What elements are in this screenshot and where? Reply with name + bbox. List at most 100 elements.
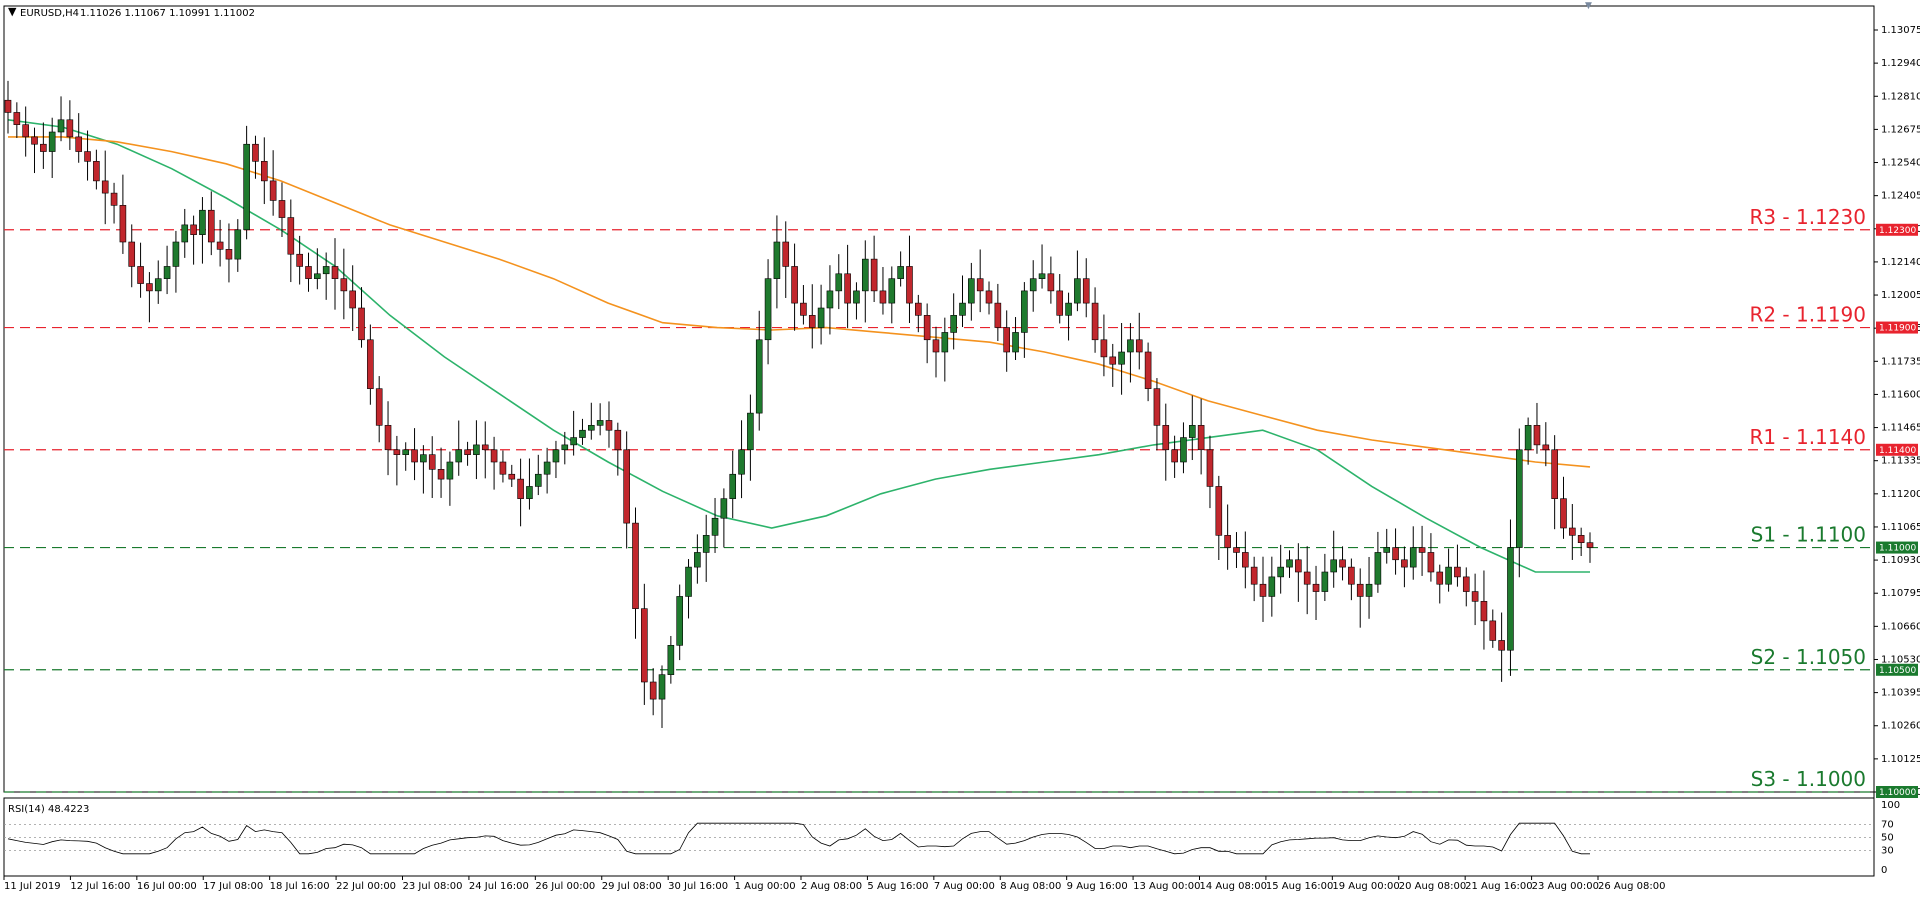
candle-body	[437, 469, 445, 480]
candle-body	[199, 209, 206, 235]
candle-body	[1374, 552, 1382, 585]
candle-body	[287, 217, 295, 255]
rsi-tick-label: 30	[1881, 846, 1894, 857]
candle-body	[1259, 583, 1267, 597]
level-price-tag-text: 1.10000	[1879, 788, 1916, 798]
candle-body	[128, 241, 136, 267]
candle-body	[561, 444, 569, 451]
price-tick-label: 1.12005	[1881, 290, 1920, 301]
candle-body	[331, 266, 339, 279]
candle-body	[526, 486, 533, 499]
time-tick-label: 9 Aug 16:00	[1067, 881, 1128, 892]
candle-body	[897, 266, 904, 279]
candle-body	[93, 161, 100, 182]
candle-body	[119, 205, 127, 243]
rsi-tick-label: 0	[1881, 865, 1887, 876]
time-tick-label: 26 Jul 00:00	[535, 881, 595, 892]
candle-body	[641, 608, 648, 683]
candle-body	[375, 388, 383, 426]
time-tick-label: 11 Jul 2019	[4, 881, 61, 892]
candle-body	[1144, 351, 1152, 389]
candle-body	[340, 278, 348, 292]
candle-body	[464, 449, 471, 455]
candle-body	[755, 339, 763, 414]
candle-body	[1409, 547, 1417, 568]
candle-body	[296, 253, 303, 267]
candle-body	[402, 449, 410, 455]
candle-body	[234, 229, 242, 260]
candle-body	[163, 266, 171, 279]
candle-body	[1029, 278, 1037, 292]
candle-body	[1542, 444, 1550, 451]
candle-body	[1153, 388, 1161, 426]
time-tick-label: 12 Jul 16:00	[70, 881, 130, 892]
time-axis-labels: 11 Jul 2019 12 Jul 16:00 16 Jul 00:00 17 Ju…	[3, 876, 1665, 892]
candle-body	[817, 307, 825, 328]
time-tick-label: 23 Aug 00:00	[1532, 881, 1599, 892]
time-tick-label: 26 Aug 08:00	[1598, 881, 1665, 892]
candle-body	[579, 429, 586, 438]
candle-body	[632, 522, 639, 609]
candle-body	[844, 273, 851, 304]
time-tick-label: 2 Aug 08:00	[801, 881, 862, 892]
price-tick-label: 1.12405	[1881, 191, 1920, 202]
time-tick-label: 24 Jul 16:00	[469, 881, 529, 892]
candle-body	[40, 143, 47, 152]
candle-body	[676, 596, 683, 646]
candle-body	[1250, 566, 1258, 585]
candle-body	[420, 454, 427, 463]
candle-body	[1339, 559, 1346, 568]
candle-body	[923, 315, 931, 341]
candle-body	[322, 266, 330, 275]
candle-body	[349, 290, 356, 309]
candle-body	[870, 258, 878, 292]
candle-body	[31, 136, 38, 145]
shift-marker-icon[interactable]: ▼	[1585, 1, 1592, 11]
candle-body	[1498, 640, 1505, 651]
candle-body	[1356, 583, 1364, 597]
candle-body	[667, 645, 675, 675]
candle-body	[22, 124, 29, 138]
candle-body	[1188, 425, 1196, 438]
candle-body	[1462, 576, 1470, 592]
candle-body	[446, 461, 454, 480]
moving-averages	[7, 119, 1591, 573]
price-tick-label: 1.11065	[1881, 522, 1920, 533]
candle-body	[490, 449, 498, 463]
candle-body	[66, 119, 74, 138]
candle-body	[534, 473, 542, 487]
candle-body	[384, 425, 392, 451]
candle-body	[1127, 339, 1134, 353]
candle-body	[358, 307, 365, 341]
candle-body	[1162, 425, 1170, 451]
candle-body	[499, 461, 507, 475]
price-tick-label: 1.12140	[1881, 257, 1920, 268]
candle-body	[137, 266, 144, 284]
candle-body	[1074, 278, 1081, 304]
candle-body	[216, 241, 224, 250]
candle-body	[1082, 278, 1090, 304]
time-tick-label: 30 Jul 16:00	[668, 881, 728, 892]
level-price-tag	[1876, 541, 1918, 554]
candle-body	[428, 454, 436, 470]
candle-body	[782, 241, 790, 267]
price-tick-label: 1.11735	[1881, 356, 1920, 367]
candle-body	[835, 273, 843, 292]
candle-body	[1427, 552, 1435, 573]
candle-body	[1065, 302, 1072, 316]
candle-body	[1489, 620, 1497, 641]
symbol-dropdown-icon[interactable]: ▼	[8, 5, 17, 18]
candle-body	[985, 290, 993, 304]
candle-body	[968, 278, 975, 304]
candle-body	[543, 461, 551, 475]
candle-body	[994, 302, 1002, 328]
candle-body	[314, 273, 321, 279]
rsi-tick-label: 50	[1881, 833, 1894, 844]
candle-body	[252, 143, 259, 162]
price-tick-label: 1.13075	[1881, 25, 1920, 36]
candle-body	[649, 681, 657, 700]
candle-body	[932, 339, 940, 353]
candle-body	[101, 180, 109, 194]
